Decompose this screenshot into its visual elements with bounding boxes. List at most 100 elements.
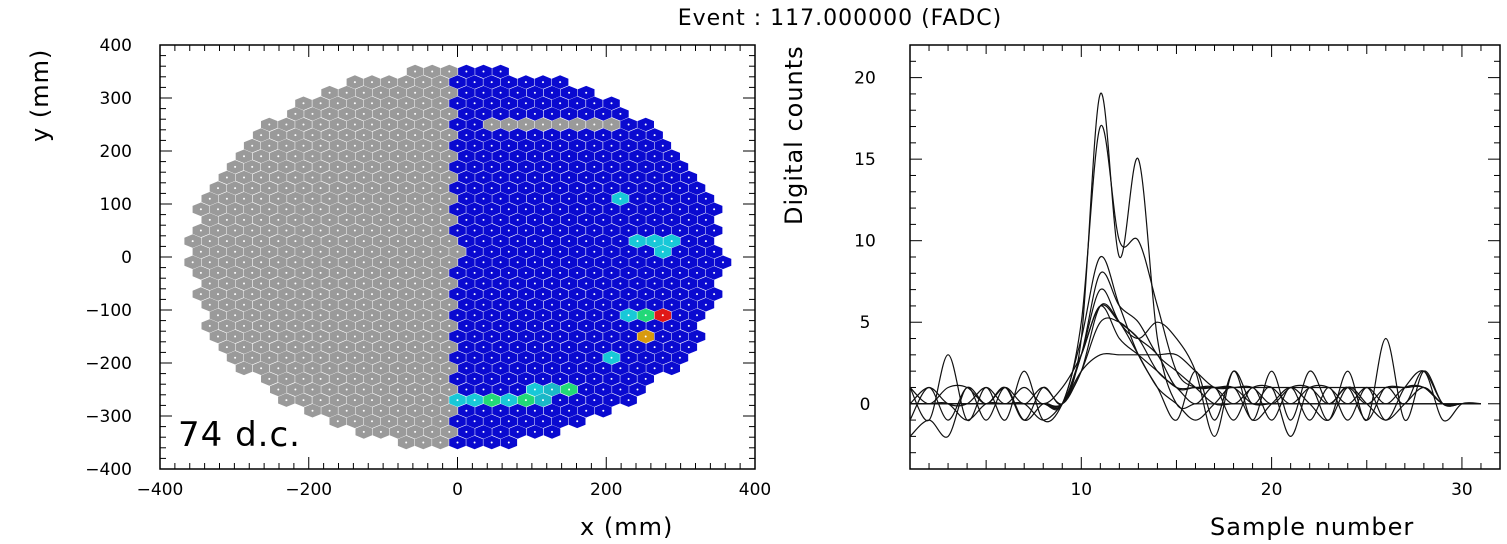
- pixel-center-dot: [311, 112, 314, 115]
- pixel-center-dot: [456, 123, 459, 126]
- pixel-center-dot: [473, 314, 476, 317]
- pixel-center-dot: [285, 335, 288, 338]
- pixel-center-dot: [653, 282, 656, 285]
- pixel-center-dot: [405, 441, 408, 444]
- pixel-center-dot: [456, 271, 459, 274]
- pixel-center-dot: [397, 112, 399, 115]
- pixel-center-dot: [285, 229, 288, 232]
- pixel-center-dot: [524, 399, 527, 402]
- pixel-center-dot: [217, 250, 219, 253]
- pixel-center-dot: [431, 197, 434, 200]
- pixel-center-dot: [507, 441, 510, 444]
- pixel-center-dot: [422, 144, 425, 147]
- pixel-center-dot: [499, 430, 502, 433]
- pixel-center-dot: [568, 240, 571, 243]
- pixel-center-dot: [585, 91, 588, 94]
- pixel-center-dot: [225, 346, 228, 349]
- pixel-center-dot: [405, 102, 408, 105]
- pixel-center-dot: [576, 250, 579, 253]
- pixel-center-dot: [542, 165, 544, 168]
- y-tick-label: 0: [860, 395, 871, 415]
- pixel-center-dot: [490, 208, 493, 211]
- pixel-center-dot: [448, 303, 451, 306]
- pixel-center-dot: [602, 134, 605, 137]
- pixel-center-dot: [439, 271, 442, 274]
- pixel-center-dot: [319, 208, 322, 211]
- pixel-center-dot: [422, 335, 425, 338]
- pixel-center-dot: [422, 399, 425, 402]
- pixel-center-dot: [585, 324, 588, 327]
- pixel-center-dot: [345, 388, 348, 391]
- pixel-center-dot: [499, 346, 502, 349]
- pixel-center-dot: [388, 314, 391, 317]
- pixel-center-dot: [551, 218, 553, 221]
- pixel-center-dot: [670, 282, 673, 285]
- pixel-center-dot: [490, 102, 493, 105]
- pixel-center-dot: [627, 335, 630, 338]
- pixel-center-dot: [568, 388, 571, 391]
- pixel-center-dot: [696, 271, 698, 274]
- pixel-center-dot: [636, 176, 639, 179]
- pixel-center-dot: [602, 303, 605, 306]
- pixel-center-dot: [379, 367, 382, 370]
- pixel-center-dot: [610, 356, 613, 359]
- pixel-center-dot: [644, 271, 647, 274]
- pixel-center-dot: [644, 293, 647, 296]
- pixel-center-dot: [362, 197, 365, 200]
- pixel-center-dot: [379, 303, 382, 306]
- pixel-center-dot: [336, 102, 339, 105]
- pixel-center-dot: [234, 335, 237, 338]
- pixel-center-dot: [285, 377, 288, 380]
- pixel-center-dot: [456, 314, 459, 317]
- pixel-center-dot: [499, 197, 502, 200]
- pixel-center-dot: [439, 399, 442, 402]
- pixel-center-dot: [568, 218, 571, 221]
- pixel-center-dot: [627, 165, 630, 168]
- pixel-center-dot: [345, 197, 348, 200]
- pixel-center-dot: [388, 356, 391, 359]
- pixel-center-dot: [345, 303, 348, 306]
- pixel-center-dot: [456, 420, 459, 423]
- pixel-center-dot: [311, 240, 314, 243]
- pixel-center-dot: [661, 293, 664, 296]
- pixel-center-dot: [559, 335, 562, 338]
- pixel-center-dot: [661, 165, 664, 168]
- pixel-center-dot: [465, 197, 468, 200]
- pixel-center-dot: [499, 240, 502, 243]
- pixel-center-dot: [576, 335, 579, 338]
- pixel-center-dot: [465, 430, 468, 433]
- pixel-center-dot: [627, 377, 630, 380]
- pixel-center-dot: [251, 356, 254, 359]
- pixel-center-dot: [388, 250, 391, 253]
- pixel-center-dot: [661, 271, 664, 274]
- pixel-center-dot: [414, 240, 417, 243]
- pixel-center-dot: [524, 144, 527, 147]
- pixel-center-dot: [507, 335, 510, 338]
- pixel-center-dot: [397, 218, 399, 221]
- y-tick-label: 15: [854, 150, 876, 170]
- pixel-center-dot: [302, 271, 305, 274]
- pixel-center-dot: [345, 409, 348, 412]
- pixel-center-dot: [696, 314, 698, 317]
- pixel-center-dot: [568, 303, 571, 306]
- pixel-center-dot: [713, 208, 716, 211]
- pixel-center-dot: [456, 187, 459, 190]
- pixel-center-dot: [704, 261, 707, 264]
- pixel-center-dot: [277, 261, 280, 264]
- x-tick-label: −400: [137, 480, 184, 500]
- pixel-center-dot: [516, 409, 519, 412]
- pixel-center-dot: [644, 165, 647, 168]
- pixel-center-dot: [593, 377, 596, 380]
- pixel-center-dot: [191, 240, 194, 243]
- pixel-center-dot: [619, 218, 622, 221]
- pixel-center-dot: [678, 271, 681, 274]
- pixel-center-dot: [636, 324, 639, 327]
- pixel-center-dot: [499, 388, 502, 391]
- pixel-center-dot: [311, 367, 314, 370]
- pixel-center-dot: [559, 165, 562, 168]
- pixel-center-dot: [559, 420, 562, 423]
- pixel-center-dot: [713, 293, 716, 296]
- pixel-center-dot: [294, 303, 297, 306]
- pixel-center-dot: [405, 399, 408, 402]
- pixel-center-dot: [524, 356, 527, 359]
